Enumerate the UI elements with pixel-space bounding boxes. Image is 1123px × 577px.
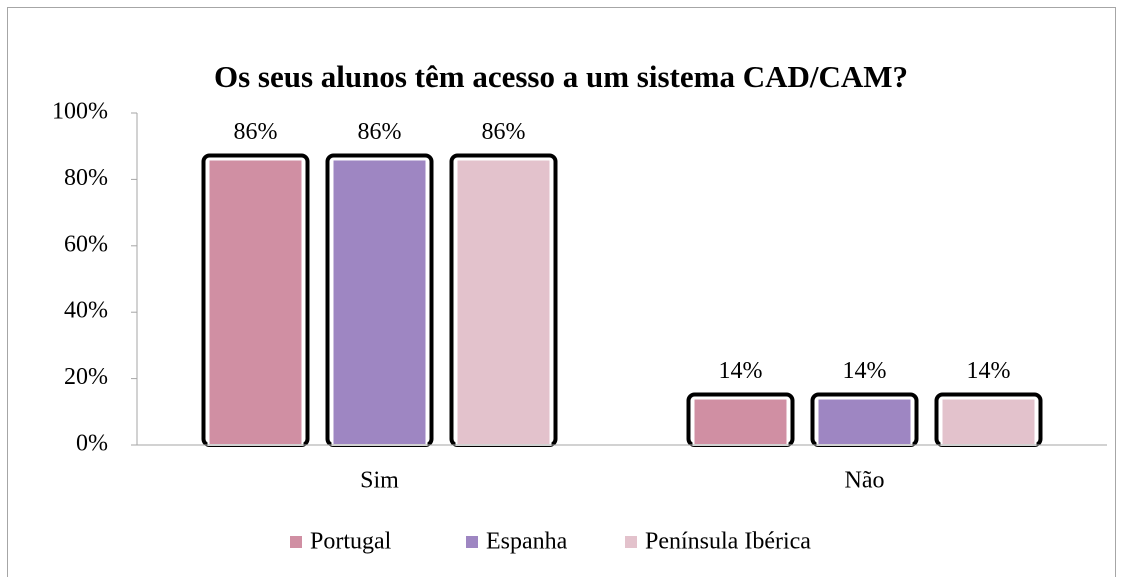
legend-label: Portugal	[310, 529, 392, 555]
legend-swatch	[290, 536, 302, 548]
y-tick-label: 20%	[64, 364, 108, 390]
legend-label: Península Ibérica	[645, 529, 811, 555]
bar	[692, 397, 789, 446]
legend-swatch	[625, 536, 637, 548]
x-tick-label: Não	[845, 468, 885, 494]
bar	[455, 158, 552, 446]
value-label: 86%	[234, 119, 278, 145]
value-label: 14%	[843, 358, 887, 384]
bar	[207, 158, 304, 446]
y-tick-label: 60%	[64, 231, 108, 257]
y-tick-label: 0%	[76, 431, 108, 457]
chart-frame	[7, 7, 1116, 577]
y-tick-label: 100%	[52, 99, 108, 125]
bar	[816, 397, 913, 446]
y-tick-label: 40%	[64, 298, 108, 324]
value-label: 86%	[482, 119, 526, 145]
bar	[331, 158, 428, 446]
legend-label: Espanha	[486, 529, 568, 555]
value-label: 14%	[719, 358, 763, 384]
y-tick-label: 80%	[64, 165, 108, 191]
legend-swatch	[466, 536, 478, 548]
value-label: 14%	[967, 358, 1011, 384]
chart-title: Os seus alunos têm acesso a um sistema C…	[214, 59, 908, 94]
value-label: 86%	[358, 119, 402, 145]
bar	[940, 397, 1037, 446]
x-tick-label: Sim	[360, 468, 399, 494]
